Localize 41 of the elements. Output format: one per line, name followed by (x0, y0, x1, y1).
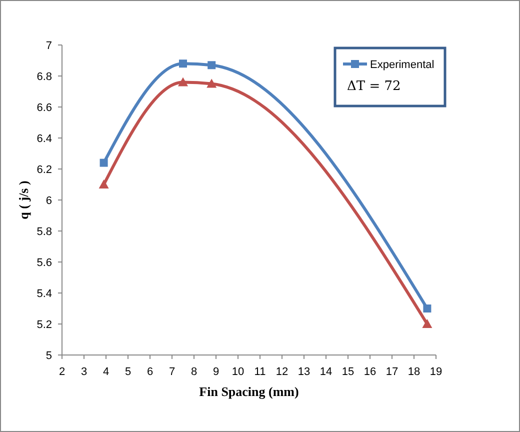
y-tick-label: 5.2 (36, 319, 52, 331)
x-tick-label: 15 (342, 366, 354, 378)
x-tick-label: 6 (146, 366, 154, 378)
x-tick-label: 18 (408, 366, 420, 378)
point (179, 60, 187, 68)
x-tick-label: 5 (124, 366, 132, 378)
x-tick-label: 3 (80, 366, 88, 378)
point (422, 319, 432, 328)
y-tick-label: 6.8 (36, 71, 52, 83)
x-tick-label: 2 (58, 366, 66, 378)
point (98, 180, 109, 188)
point (100, 158, 108, 167)
y-tick-label: 6.2 (36, 164, 52, 176)
x-tick-label: 14 (320, 366, 332, 378)
point (206, 78, 217, 88)
x-tick-label: 7 (168, 366, 176, 378)
x-axis-title: Fin Spacing (mm) (199, 384, 299, 399)
point (423, 304, 432, 312)
y-tick-label: 6.6 (36, 102, 52, 114)
y-tick-label: 5.6 (36, 257, 52, 269)
point (178, 77, 188, 86)
x-tick-label: 9 (212, 366, 220, 378)
y-tick-label: 5 (46, 350, 52, 362)
y-axis-title: q ( j/s ) (16, 180, 31, 220)
y-tick-label: 6 (46, 195, 52, 207)
x-tick-label: 10 (232, 366, 244, 378)
x-tick-label: 19 (430, 366, 442, 378)
point (208, 61, 216, 70)
x-tick-label: 16 (364, 366, 376, 378)
x-tick-label: 12 (276, 366, 288, 378)
x-tick-label: 17 (386, 366, 398, 378)
x-tick-label: 8 (190, 366, 198, 378)
y-tick-label: 7 (46, 40, 52, 52)
y-tick-label: 5.8 (36, 226, 52, 238)
legend-label: Experimental (370, 59, 434, 71)
x-tick-label: 13 (298, 366, 310, 378)
x-tick-label: 11 (254, 366, 266, 378)
y-tick-label: 5.4 (36, 288, 52, 300)
y-tick-label: 6.4 (36, 133, 52, 145)
x-tick-label: 4 (102, 366, 110, 378)
annotation: ΔT = 72 (347, 79, 401, 94)
